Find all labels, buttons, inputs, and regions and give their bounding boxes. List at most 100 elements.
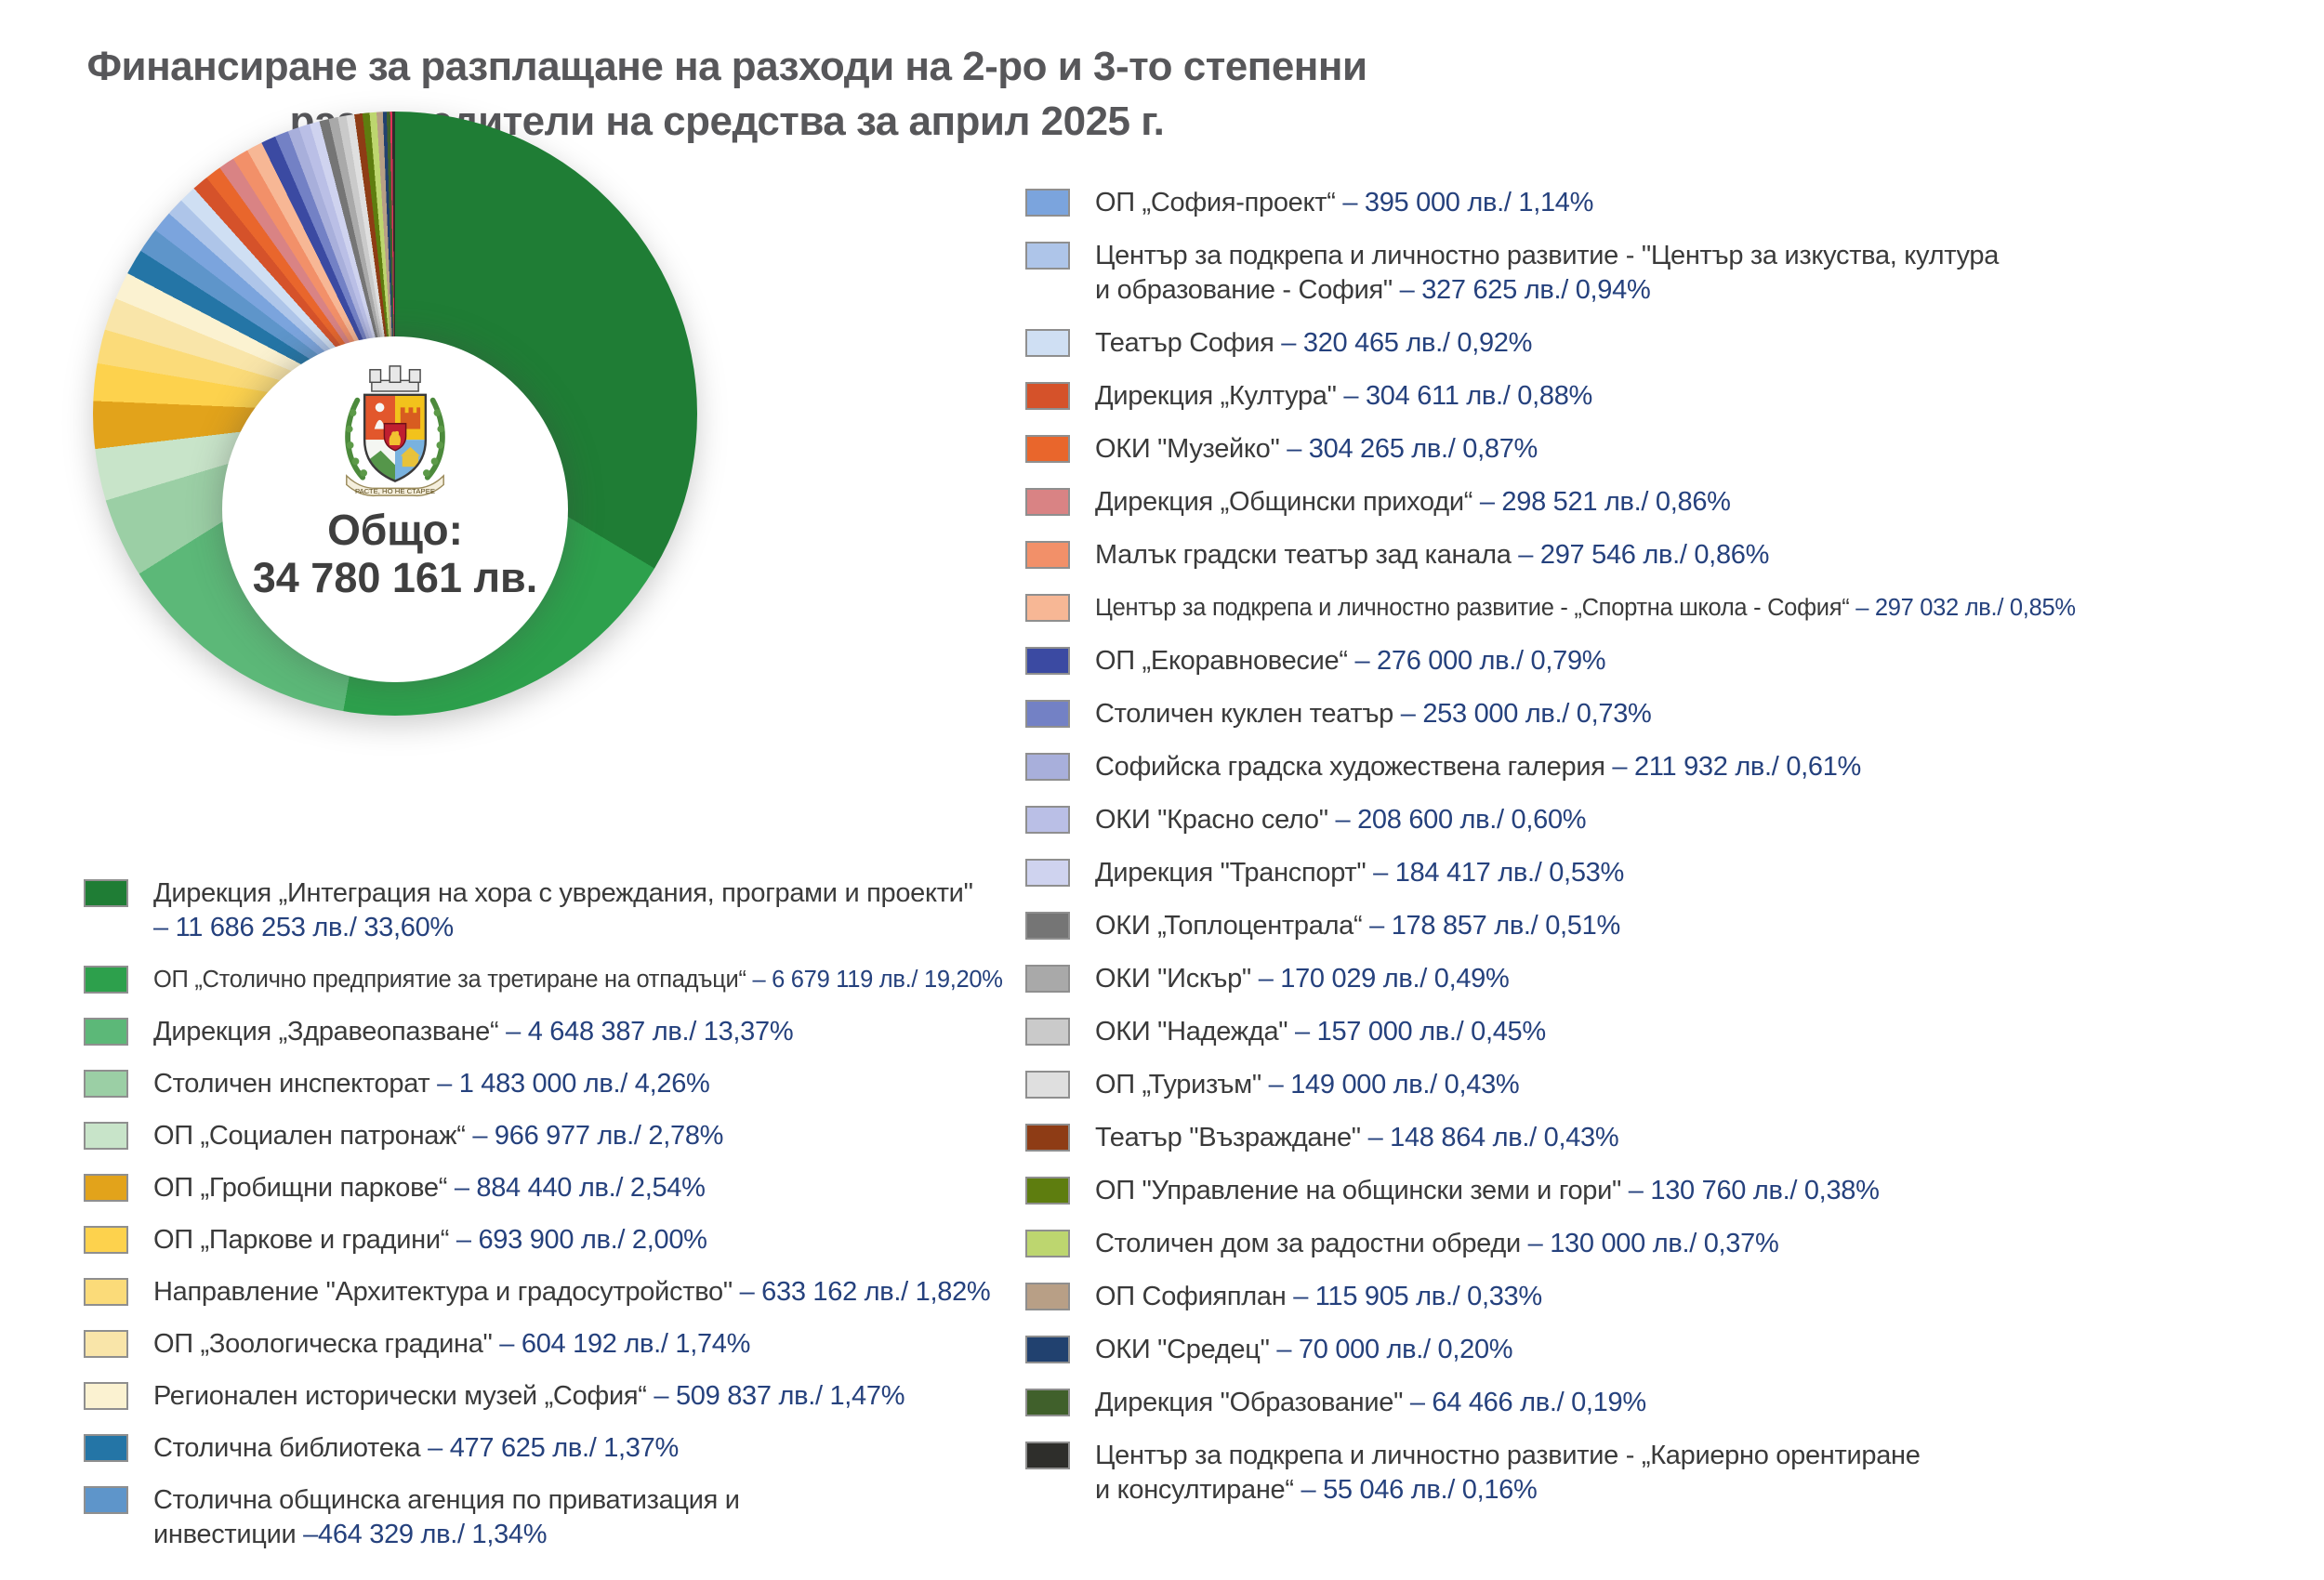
- legend-column-left: Дирекция „Интеграция на хора с увреждани…: [84, 876, 1024, 1552]
- legend-swatch: [1025, 1124, 1070, 1152]
- legend-item: Столична библиотека – 477 625 лв./ 1,37%: [84, 1431, 1024, 1466]
- legend-label: ОП „Зоологическа градина": [153, 1329, 493, 1359]
- legend-value: – 211 932 лв./ 0,61%: [1604, 752, 1862, 782]
- legend-entry-text: Столична библиотека – 477 625 лв./ 1,37%: [153, 1431, 679, 1466]
- legend-value: – 170 029 лв./ 0,49%: [1250, 964, 1510, 994]
- legend-value: – 395 000 лв./ 1,14%: [1335, 188, 1594, 217]
- legend-value: – 320 465 лв./ 0,92%: [1274, 328, 1533, 358]
- legend-item: ОП Софияплан – 115 905 лв./ 0,33%: [1025, 1280, 2324, 1314]
- legend-value: – 130 000 лв./ 0,37%: [1520, 1229, 1779, 1258]
- legend-swatch: [84, 879, 128, 907]
- legend-swatch: [1025, 806, 1070, 834]
- legend-value: – 4 648 387 лв./ 13,37%: [498, 1017, 794, 1047]
- legend-value: – 297 032 лв./ 0,85%: [1849, 595, 2076, 621]
- legend-label: Столичен дом за радостни обреди: [1095, 1229, 1521, 1258]
- legend-label: Столична библиотека: [153, 1433, 421, 1463]
- legend-label: ОКИ "Средец": [1095, 1335, 1270, 1364]
- legend-value: – 6 679 119 лв./ 19,20%: [746, 967, 1003, 993]
- legend-value: – 509 837 лв./ 1,47%: [646, 1381, 905, 1411]
- legend-entry-text: ОКИ "Музейко" – 304 265 лв./ 0,87%: [1095, 432, 1538, 467]
- legend-swatch: [84, 1122, 128, 1150]
- legend-label: Театър "Възраждане": [1095, 1123, 1361, 1152]
- legend-column-right: ОП „София-проект“ – 395 000 лв./ 1,14% Це…: [1025, 186, 2324, 1508]
- legend-entry-text: Център за подкрепа и личностно развитие …: [1095, 1439, 1921, 1508]
- legend-swatch: [1025, 594, 1070, 622]
- legend-label: Дирекция „Култура": [1095, 381, 1337, 411]
- total-value: 34 780 161 лв.: [252, 553, 538, 601]
- legend-swatch: [1025, 382, 1070, 410]
- legend-entry-text: ОКИ "Искър" – 170 029 лв./ 0,49%: [1095, 962, 1510, 996]
- legend-item: ОКИ "Искър" – 170 029 лв./ 0,49%: [1025, 962, 2324, 996]
- legend-swatch: [84, 1486, 128, 1514]
- legend-entry-text: ОП „Туризъм" – 149 000 лв./ 0,43%: [1095, 1068, 1520, 1102]
- legend-entry-text: Направление "Архитектура и градосутройст…: [153, 1275, 991, 1310]
- legend-label: Столичен куклен театър: [1095, 699, 1393, 729]
- legend-value: – 148 864 лв./ 0,43%: [1360, 1123, 1619, 1152]
- legend-entry-text: ОП „Паркове и градини“ – 693 900 лв./ 2,…: [153, 1223, 707, 1257]
- legend-swatch: [1025, 1018, 1070, 1046]
- legend-entry-text: Театър София – 320 465 лв./ 0,92%: [1095, 326, 1532, 361]
- legend-swatch: [1025, 1283, 1070, 1310]
- legend-label: Дирекция „Интеграция на хора с увреждани…: [153, 878, 973, 908]
- legend-label: Център за подкрепа и личностно развитие …: [1095, 1441, 1921, 1505]
- legend-value: – 149 000 лв./ 0,43%: [1261, 1070, 1520, 1099]
- legend-value: – 184 417 лв./ 0,53%: [1366, 858, 1624, 888]
- legend-item: Център за подкрепа и личностно развитие …: [1025, 1439, 2324, 1508]
- legend-item: Софийска градска художествена галерия – …: [1025, 750, 2324, 784]
- legend-entry-text: ОП „Екоравновесие“ – 276 000 лв./ 0,79%: [1095, 644, 1606, 678]
- legend-item: ОКИ "Музейко" – 304 265 лв./ 0,87%: [1025, 432, 2324, 467]
- legend-label: ОП „Социален патронаж“: [153, 1121, 466, 1151]
- legend-item: Дирекция "Транспорт" – 184 417 лв./ 0,53…: [1025, 856, 2324, 890]
- legend-value: – 157 000 лв./ 0,45%: [1287, 1017, 1546, 1047]
- legend-label: Софийска градска художествена галерия: [1095, 752, 1605, 782]
- legend-entry-text: Театър "Възраждане" – 148 864 лв./ 0,43%: [1095, 1121, 1619, 1155]
- legend-label: Център за подкрепа и личностно развитие …: [1095, 241, 2000, 305]
- legend-value: – 966 977 лв./ 2,78%: [465, 1121, 724, 1151]
- legend-entry-text: Столичен куклен театър – 253 000 лв./ 0,…: [1095, 697, 1652, 731]
- legend-swatch: [84, 1070, 128, 1098]
- legend-item: ОП „Социален патронаж“ – 966 977 лв./ 2,…: [84, 1119, 1024, 1153]
- legend-item: ОП „Столично предприятие за третиране на…: [84, 963, 1024, 997]
- legend-entry-text: ОП "Управление на общински земи и гори" …: [1095, 1174, 1880, 1208]
- legend-value: – 253 000 лв./ 0,73%: [1393, 699, 1652, 729]
- legend-swatch: [1025, 1230, 1070, 1257]
- legend-item: ОП "Управление на общински земи и гори" …: [1025, 1174, 2324, 1208]
- legend-item: Дирекция „Култура" – 304 611 лв./ 0,88%: [1025, 379, 2324, 414]
- legend-value: – 604 192 лв./ 1,74%: [492, 1329, 751, 1359]
- legend-value: – 208 600 лв./ 0,60%: [1327, 805, 1587, 835]
- legend-label: Дирекция „Общински приходи“: [1095, 487, 1473, 517]
- legend-swatch: [84, 966, 128, 994]
- legend-item: Дирекция „Общински приходи“ – 298 521 лв…: [1025, 485, 2324, 520]
- legend-label: ОП „Туризъм": [1095, 1070, 1261, 1099]
- legend-entry-text: Дирекция „Здравеопазване“ – 4 648 387 лв…: [153, 1015, 794, 1049]
- total-label: Общо:: [327, 506, 463, 554]
- legend-entry-text: ОКИ "Средец" – 70 000 лв./ 0,20%: [1095, 1333, 1513, 1367]
- crown-icon: [369, 365, 421, 392]
- legend-entry-text: Дирекция "Транспорт" – 184 417 лв./ 0,53…: [1095, 856, 1624, 890]
- legend-item: ОП „София-проект“ – 395 000 лв./ 1,14%: [1025, 186, 2324, 220]
- legend-label: ОКИ "Красно село": [1095, 805, 1328, 835]
- legend-item: ОП „Гробищни паркове“ – 884 440 лв./ 2,5…: [84, 1171, 1024, 1205]
- legend-swatch: [1025, 1177, 1070, 1205]
- legend-swatch: [1025, 647, 1070, 675]
- legend-swatch: [1025, 329, 1070, 357]
- legend-swatch: [84, 1018, 128, 1046]
- legend-entry-text: ОП „Гробищни паркове“ – 884 440 лв./ 2,5…: [153, 1171, 706, 1205]
- legend-value: – 327 625 лв./ 0,94%: [1392, 275, 1651, 305]
- legend-item: Столичен куклен театър – 253 000 лв./ 0,…: [1025, 697, 2324, 731]
- legend-label: Столичен инспекторат: [153, 1069, 430, 1099]
- motto-text: РАСТЕ, НО НЕ СТАРЕЕ: [355, 487, 435, 495]
- legend-swatch: [1025, 541, 1070, 569]
- legend-value: – 178 857 лв./ 0,51%: [1362, 911, 1620, 941]
- legend-item: ОП „Паркове и градини“ – 693 900 лв./ 2,…: [84, 1223, 1024, 1257]
- chart-title: Финансиране за разплащане на разходи на …: [0, 40, 1454, 148]
- legend-value: – 115 905 лв./ 0,33%: [1286, 1282, 1542, 1311]
- legend-entry-text: Дирекция „Интеграция на хора с увреждани…: [153, 876, 973, 945]
- legend-label: ОКИ "Искър": [1095, 964, 1251, 994]
- legend-item: Театър "Възраждане" – 148 864 лв./ 0,43%: [1025, 1121, 2324, 1155]
- legend-swatch: [1025, 1389, 1070, 1416]
- legend-item: Регионален исторически музей „София“ – 5…: [84, 1379, 1024, 1414]
- legend-value: – 297 546 лв./ 0,86%: [1511, 540, 1770, 570]
- legend-swatch: [84, 1174, 128, 1202]
- motto-ribbon: [346, 474, 444, 497]
